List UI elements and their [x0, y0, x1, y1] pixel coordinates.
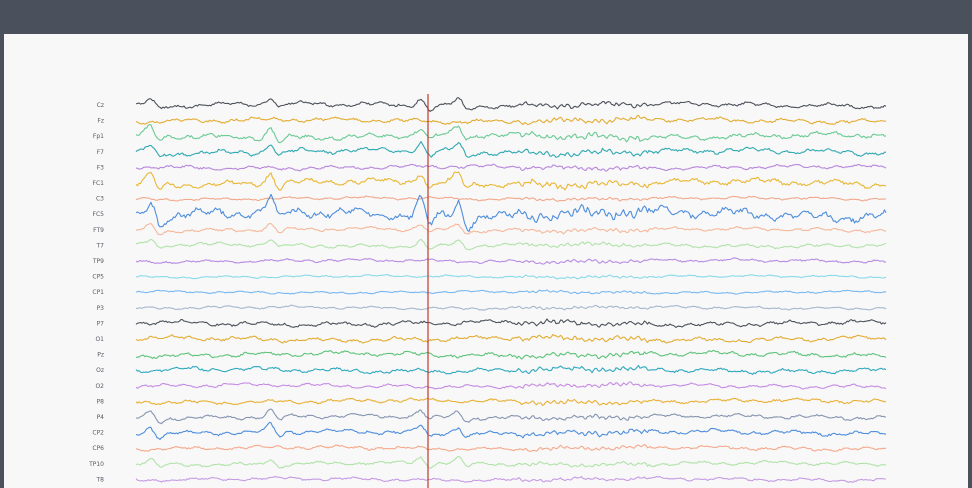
channel-label: CP2: [92, 430, 104, 437]
channel-label: Pz: [97, 352, 104, 359]
eeg-channel-p4: P4: [97, 408, 887, 425]
eeg-chart: Cz Fz Fp1 F7 F3 FC1 C3 FC5 FT9 T7 TP9 CP5 CP1 P3 P7 O1 P…: [88, 94, 887, 488]
eeg-trace: [135, 381, 887, 390]
channel-label: C3: [96, 196, 104, 203]
eeg-trace: [135, 114, 886, 126]
channel-label: FC1: [93, 180, 105, 187]
eeg-trace: [135, 443, 887, 453]
eeg-trace: [135, 475, 886, 483]
eeg-trace: [136, 238, 887, 251]
eeg-channel-t7: T7: [96, 238, 887, 251]
eeg-channel-cp6: CP6: [92, 443, 887, 453]
eeg-channel-fc1: FC1: [93, 171, 887, 191]
eeg-channel-c3: C3: [96, 195, 887, 203]
channel-label: F3: [97, 164, 104, 171]
eeg-channel-oz: Oz: [96, 364, 887, 376]
eeg-trace: [135, 364, 887, 376]
channel-label: T7: [96, 242, 105, 249]
channel-label: FT9: [93, 227, 104, 234]
eeg-trace: [135, 97, 887, 112]
eeg-channel-cp1: CP1: [92, 289, 887, 296]
eeg-channel-t8: T8: [96, 475, 886, 483]
eeg-trace: [135, 304, 887, 311]
channel-label: CP5: [92, 274, 104, 281]
eeg-channel-cz: Cz: [97, 97, 887, 112]
eeg-channel-fp1: Fp1: [93, 123, 887, 144]
eeg-trace: [135, 193, 887, 232]
eeg-channel-fz: Fz: [97, 114, 886, 126]
eeg-channel-p3: P3: [97, 304, 887, 312]
eeg-channel-tp10: TP10: [88, 455, 887, 469]
eeg-trace: [135, 397, 887, 407]
eeg-channel-f7: F7: [97, 141, 887, 158]
channel-label: Cz: [97, 102, 104, 109]
channel-label: FC5: [93, 211, 105, 218]
eeg-channel-cp5: CP5: [92, 274, 887, 281]
eeg-trace: [135, 289, 887, 295]
eeg-channel-cp2: CP2: [92, 421, 887, 441]
eeg-trace: [135, 257, 887, 265]
channel-label: P8: [97, 398, 105, 405]
eeg-trace: [135, 141, 887, 158]
eeg-trace: [135, 349, 887, 360]
channel-label: CP1: [92, 289, 104, 296]
eeg-channel-pz: Pz: [97, 349, 887, 360]
eeg-trace: [135, 421, 887, 441]
eeg-trace: [135, 274, 887, 280]
channel-label: Oz: [96, 367, 104, 374]
channel-label: O2: [95, 383, 104, 390]
eeg-channel-o1: O1: [95, 333, 887, 344]
channel-label: P3: [97, 305, 105, 312]
eeg-channel-o2: O2: [95, 381, 887, 390]
eeg-channel-p7: P7: [97, 318, 887, 329]
eeg-trace: [135, 318, 887, 329]
channel-label: F7: [97, 149, 104, 156]
eeg-channel-ft9: FT9: [93, 222, 887, 236]
eeg-trace: [135, 195, 887, 202]
eeg-channel-tp9: TP9: [92, 257, 887, 265]
channel-label: Fz: [97, 118, 104, 125]
eeg-trace: [135, 333, 887, 344]
channel-label: CP6: [92, 445, 104, 452]
eeg-plot-panel: Cz Fz Fp1 F7 F3 FC1 C3 FC5 FT9 T7 TP9 CP5 CP1 P3 P7 O1 P…: [4, 34, 968, 488]
channel-label: O1: [95, 336, 104, 343]
channel-label: P7: [97, 320, 105, 327]
eeg-trace: [136, 163, 887, 172]
channel-label: P4: [97, 414, 105, 421]
channel-label: TP10: [88, 461, 104, 468]
eeg-channel-p8: P8: [97, 397, 887, 407]
eeg-trace: [135, 455, 887, 469]
eeg-channel-fc5: FC5: [93, 193, 887, 232]
channel-label: Fp1: [93, 133, 104, 140]
eeg-channel-f3: F3: [97, 163, 887, 172]
eeg-trace: [135, 123, 887, 144]
eeg-trace: [135, 222, 887, 236]
channel-label: TP9: [92, 258, 104, 265]
eeg-trace: [135, 171, 887, 191]
eeg-trace: [136, 408, 887, 425]
channel-label: T8: [96, 476, 105, 483]
